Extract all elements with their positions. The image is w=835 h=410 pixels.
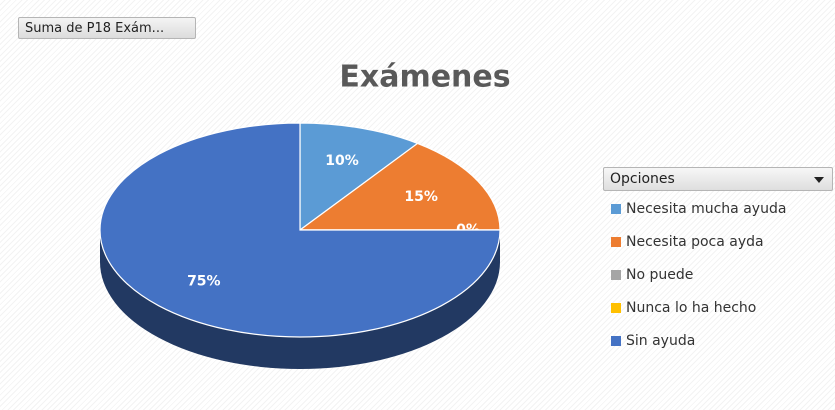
dropdown-arrow: [814, 177, 824, 183]
data-label: 10%: [325, 153, 359, 169]
data-label: 75%: [187, 273, 221, 289]
legend-title: Opciones: [610, 171, 675, 187]
field-button[interactable]: Suma de P18 Exám...: [18, 17, 196, 39]
data-label: 15%: [404, 189, 438, 205]
legend-filter[interactable]: Opciones: [603, 167, 833, 191]
legend-swatch: [611, 270, 621, 280]
legend-swatch: [611, 204, 621, 214]
legend-label: Nunca lo ha hecho: [626, 300, 756, 316]
legend-swatch: [611, 237, 621, 247]
legend-label: No puede: [626, 267, 693, 283]
legend-swatch: [611, 303, 621, 313]
legend-swatch: [611, 336, 621, 346]
chart-title: Exámenes: [339, 60, 510, 95]
legend-label: Necesita poca ayda: [626, 234, 764, 250]
pie-slice: [298, 142, 501, 231]
pie-slice: [99, 122, 501, 338]
legend-label: Sin ayuda: [626, 333, 695, 349]
legend-label: Necesita mucha ayuda: [626, 201, 786, 217]
pie-slice: [299, 122, 419, 232]
pie-side: [100, 230, 500, 369]
